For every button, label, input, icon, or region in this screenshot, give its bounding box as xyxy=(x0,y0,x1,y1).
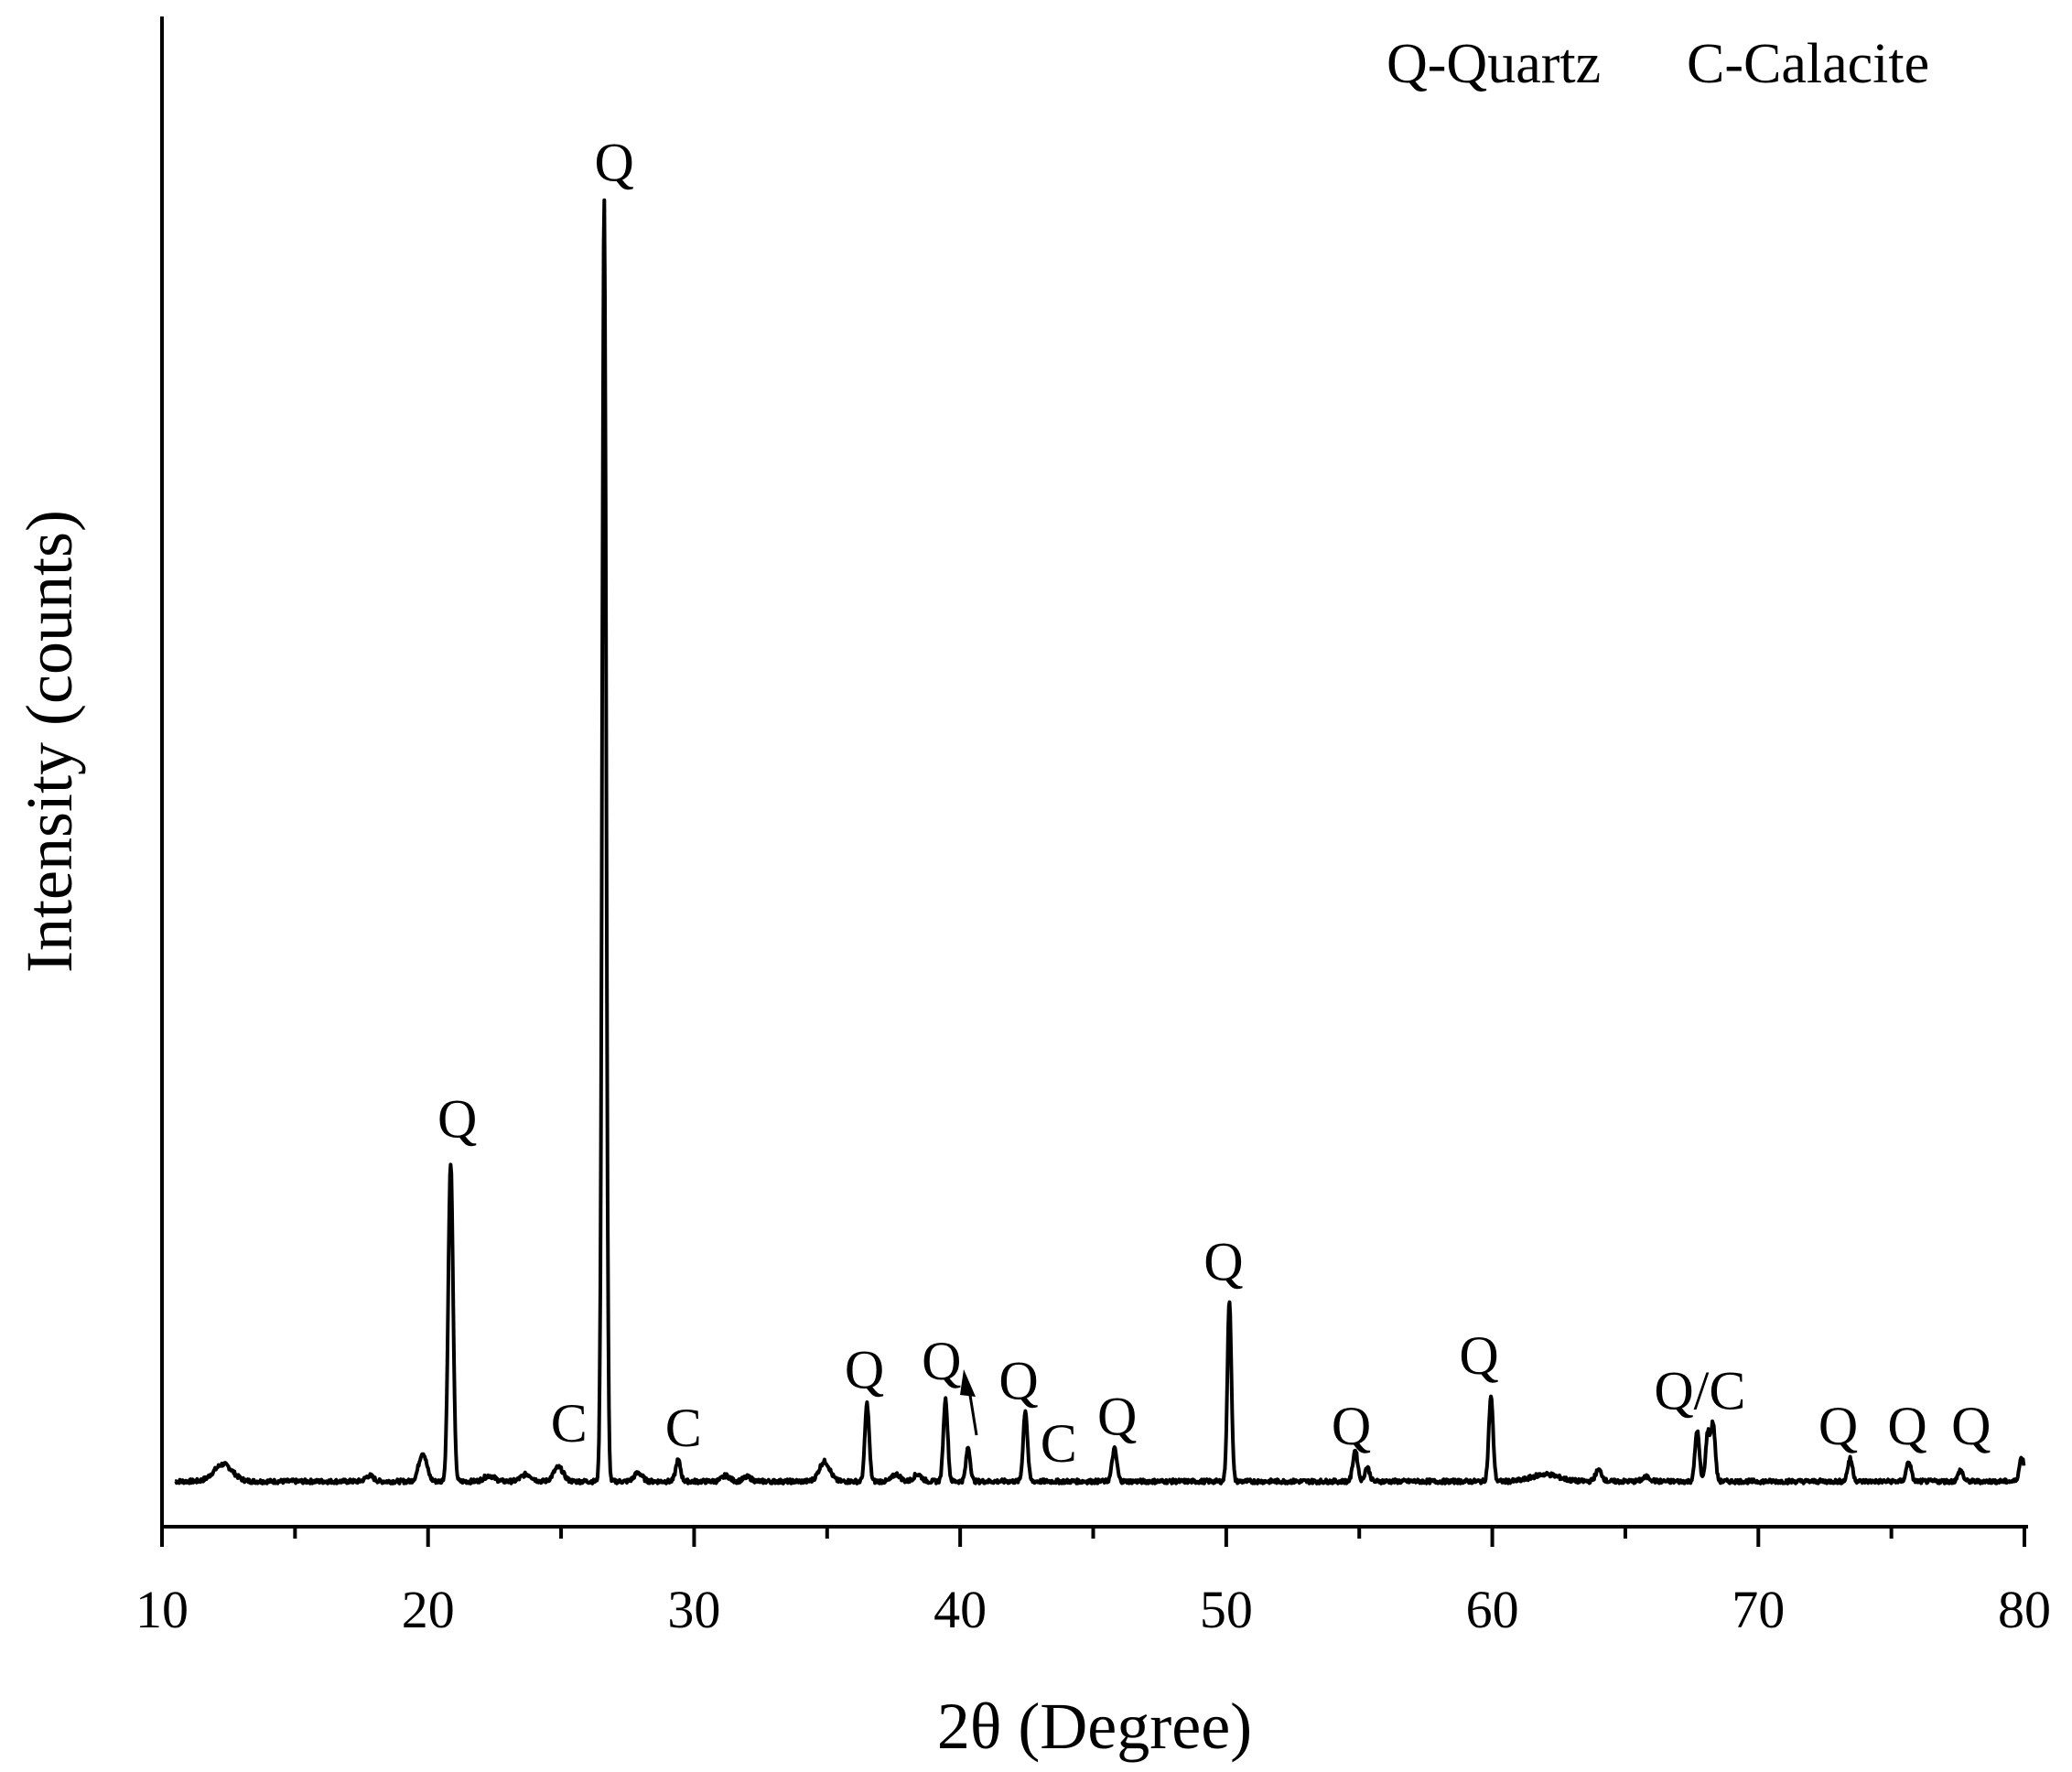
peak-label: Q/C xyxy=(1654,1361,1745,1421)
peak-label: Q xyxy=(1459,1325,1498,1386)
x-tick-label: 50 xyxy=(1200,1580,1253,1639)
peak-label: Q xyxy=(1887,1396,1926,1456)
x-tick-label: 20 xyxy=(402,1580,455,1639)
peak-label: Q xyxy=(922,1331,961,1391)
x-tick-labels: 10 20 30 40 50 60 70 80 xyxy=(135,1580,2051,1639)
x-tick-label: 40 xyxy=(933,1580,987,1639)
xrd-pattern-line xyxy=(174,198,2026,1486)
peak-label: Q xyxy=(595,132,634,192)
x-tick-label: 30 xyxy=(667,1580,720,1639)
y-axis-label: Intensity (counts) xyxy=(13,510,86,973)
peak-label: Q xyxy=(1203,1232,1243,1292)
legend-quartz: Q-Quartz xyxy=(1387,33,1601,95)
peak-label: Q xyxy=(1818,1396,1858,1456)
peak-label: Q xyxy=(1332,1396,1371,1456)
peak-label: C xyxy=(665,1398,702,1458)
legend-calacite: C-Calacite xyxy=(1687,33,1929,95)
peak-label: Q xyxy=(845,1339,884,1399)
peak-label: Q xyxy=(998,1351,1038,1411)
x-tick-label: 70 xyxy=(1732,1580,1785,1639)
x-tick-label: 80 xyxy=(1998,1580,2051,1639)
annotation-arrow xyxy=(960,1369,978,1436)
peak-label: Q xyxy=(1951,1396,1991,1456)
x-tick-label: 10 xyxy=(135,1580,189,1639)
x-tick-label: 60 xyxy=(1466,1580,1519,1639)
peak-label: Q xyxy=(437,1088,477,1149)
x-axis-label: 2θ (Degree) xyxy=(937,1690,1252,1763)
x-ticks xyxy=(160,1527,2026,1547)
peak-label: C xyxy=(551,1393,588,1453)
peak-label: C xyxy=(1041,1413,1077,1474)
peak-label: Q xyxy=(1097,1386,1137,1446)
